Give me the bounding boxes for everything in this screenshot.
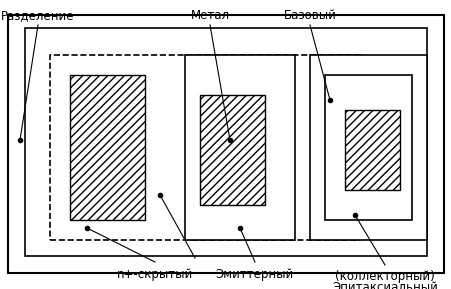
Bar: [199, 95, 264, 205]
Bar: [184, 55, 295, 240]
Bar: [8, 15, 443, 273]
Text: Базовый: Базовый: [283, 9, 336, 22]
Text: Эпитаксиальный: Эпитаксиальный: [331, 281, 437, 289]
Text: Эмиттерный: Эмиттерный: [216, 268, 294, 281]
Bar: [50, 55, 359, 240]
Bar: [70, 75, 145, 220]
Bar: [25, 28, 426, 256]
Text: Метал: Метал: [190, 9, 229, 22]
Bar: [324, 75, 411, 220]
Text: n+-скрытый: n+-скрытый: [117, 268, 193, 281]
Text: Разделение: Разделение: [1, 9, 74, 22]
Bar: [309, 55, 426, 240]
Text: (коллекторный): (коллекторный): [334, 270, 434, 283]
Bar: [344, 110, 399, 190]
